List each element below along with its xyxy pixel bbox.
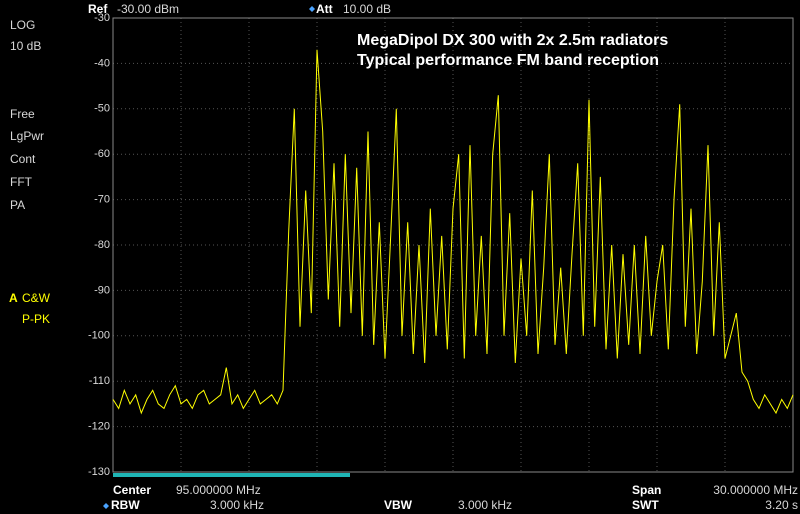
y-tick-label: -130: [88, 466, 110, 478]
annotation: MegaDipol DX 300 with 2x 2.5m radiators: [357, 32, 668, 49]
marker-diamond: [309, 6, 315, 12]
side-item: Cont: [10, 152, 36, 166]
center-label: Center: [113, 483, 151, 497]
swt-value: 3.20 s: [765, 498, 798, 512]
ref-label: Ref: [88, 2, 108, 16]
y-tick-label: -120: [88, 421, 110, 433]
y-tick-label: -50: [94, 103, 110, 115]
side-item: LgPwr: [10, 129, 44, 143]
plot-frame: [112, 17, 794, 473]
span-label: Span: [632, 483, 661, 497]
ref-value: -30.00 dBm: [117, 2, 179, 16]
y-tick-label: -110: [89, 375, 110, 387]
annotation: Typical performance FM band reception: [357, 52, 659, 69]
detector: P-PK: [22, 312, 50, 326]
rbw-value: 3.000 kHz: [210, 498, 264, 512]
vbw-value: 3.000 kHz: [458, 498, 512, 512]
trace-mode: C&W: [22, 291, 51, 305]
marker-diamond: [103, 503, 109, 509]
trace: [112, 49, 794, 415]
y-tick-label: -30: [94, 12, 110, 24]
y-tick-label: -40: [94, 57, 110, 69]
y-tick-label: -80: [94, 239, 110, 251]
trace-id: A: [9, 291, 18, 305]
side-item: Free: [10, 107, 35, 121]
scale-div: 10 dB: [10, 39, 41, 53]
swt-label: SWT: [632, 498, 659, 512]
scale-type: LOG: [10, 18, 35, 32]
att-label: Att: [316, 2, 333, 16]
sweep-progress: [113, 473, 350, 477]
y-tick-label: -90: [94, 284, 110, 296]
center-value: 95.000000 MHz: [176, 483, 261, 497]
y-tick-label: -70: [94, 194, 110, 206]
span-value: 30.000000 MHz: [713, 483, 798, 497]
y-tick-label: -100: [88, 330, 110, 342]
side-item: PA: [10, 198, 25, 212]
rbw-label: RBW: [111, 498, 140, 512]
att-value: 10.00 dB: [343, 2, 391, 16]
side-item: FFT: [10, 175, 33, 189]
y-tick-label: -60: [94, 148, 110, 160]
vbw-label: VBW: [384, 498, 413, 512]
